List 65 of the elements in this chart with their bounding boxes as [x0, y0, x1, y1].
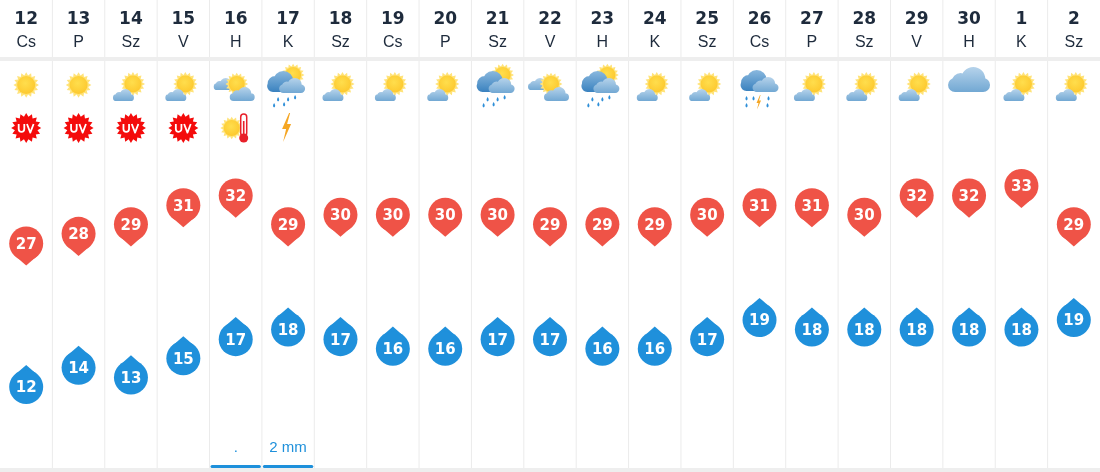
data-label: 16	[591, 340, 613, 359]
data-label: 29	[644, 215, 666, 234]
x-tick-label: 26 Cs	[747, 8, 772, 50]
data-label: 18	[277, 320, 299, 339]
data-label: 16	[644, 340, 666, 359]
data-label: 30	[330, 206, 351, 225]
data-label: 16	[434, 340, 456, 359]
data-label: 18	[906, 320, 928, 339]
data-label: 17	[225, 330, 247, 349]
data-label: 32	[958, 186, 980, 205]
data-label: 18	[958, 320, 980, 339]
x-tick-label: 12 Cs	[14, 8, 39, 50]
data-label: 17	[696, 330, 718, 349]
data-label: 33	[1010, 177, 1032, 196]
x-tick-label: 18 Sz	[328, 8, 353, 50]
x-tick-label: 19 Cs	[381, 8, 405, 50]
data-label: 29	[1063, 215, 1085, 234]
data-label: 29	[120, 215, 142, 234]
text: 2 mm	[269, 438, 307, 455]
x-tick-label: 27 P	[800, 8, 824, 50]
data-label: 30	[434, 206, 456, 225]
data-label: 30	[487, 206, 509, 225]
x-tick-label: 25 Sz	[695, 8, 719, 50]
text: .	[233, 438, 238, 455]
data-label: 32	[225, 186, 247, 205]
x-tick-label: 1 K	[1015, 8, 1028, 50]
data-label: 30	[696, 206, 718, 225]
data-label: 15	[172, 349, 194, 368]
data-label: 13	[120, 368, 142, 387]
data-label: 31	[749, 196, 770, 215]
data-label: 14	[68, 359, 90, 378]
data-label: 18	[853, 320, 875, 339]
data-label: 17	[539, 330, 561, 349]
data-label: 12	[15, 378, 37, 397]
data-label: 29	[277, 215, 299, 234]
x-tick-label: 30 H	[957, 8, 982, 50]
x-tick-label: 14 Sz	[119, 8, 143, 50]
x-tick-label: 29 V	[904, 8, 929, 50]
x-tick-label: 23 H	[590, 8, 615, 50]
data-label: 19	[749, 311, 770, 330]
data-label: 27	[15, 234, 37, 253]
data-label: 32	[906, 186, 928, 205]
x-tick-label: 22 V	[538, 8, 562, 50]
data-label: 30	[853, 206, 875, 225]
x-tick-label: 2 Sz	[1064, 8, 1084, 50]
x-tick-label: 16 H	[223, 8, 248, 50]
x-tick-label: 17 K	[276, 8, 300, 50]
x-tick-label: 28 Sz	[852, 8, 877, 50]
x-tick-label: 21 Sz	[485, 8, 510, 50]
data-label: 16	[382, 340, 404, 359]
data-label: 18	[801, 320, 823, 339]
data-label: 18	[1010, 320, 1032, 339]
x-tick-label: 20 P	[433, 8, 458, 50]
data-label: 17	[487, 330, 509, 349]
data-label: 30	[382, 206, 404, 225]
data-label: 19	[1063, 311, 1085, 330]
data-label: 31	[172, 196, 194, 215]
data-label: 17	[330, 330, 351, 349]
x-tick-label: 15 V	[171, 8, 196, 50]
data-label: 31	[801, 196, 823, 215]
x-tick-label: 13 P	[66, 8, 91, 50]
data-label: 28	[68, 225, 90, 244]
data-label: 29	[591, 215, 613, 234]
x-tick-label: 24 K	[642, 8, 667, 50]
data-label: 29	[539, 215, 561, 234]
